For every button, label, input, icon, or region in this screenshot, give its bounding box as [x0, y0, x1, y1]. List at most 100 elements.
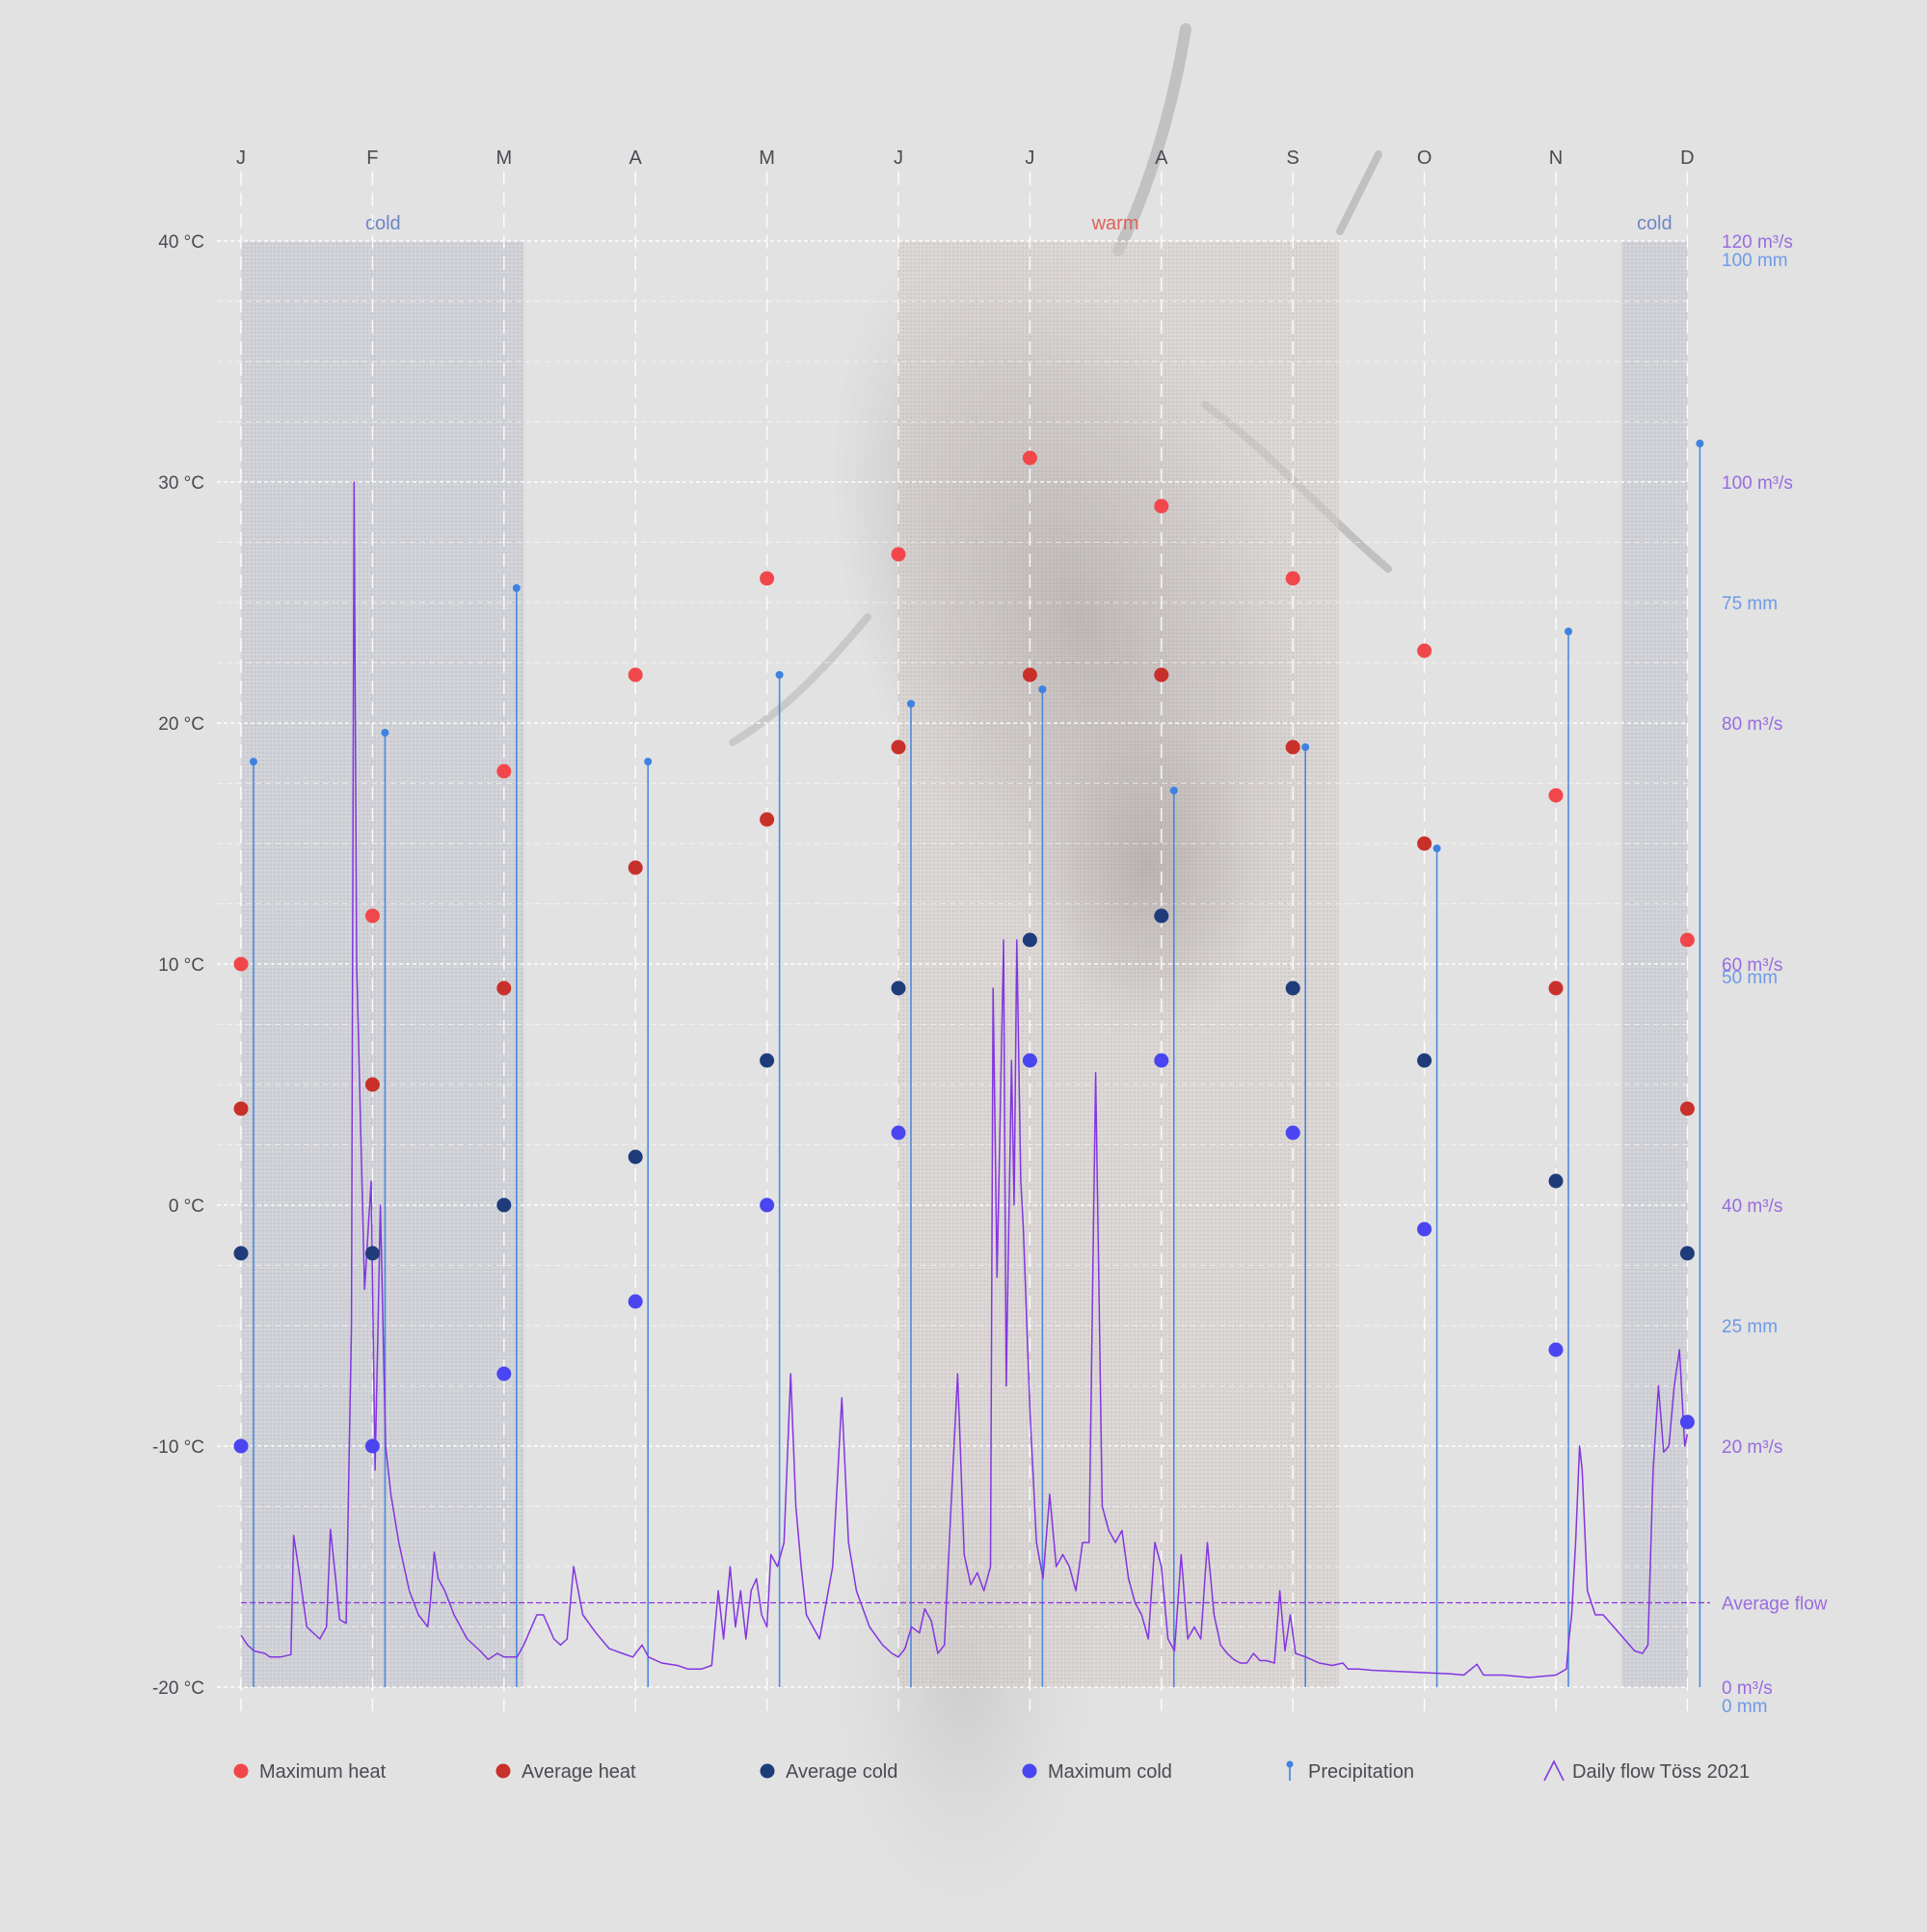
month-label: M	[759, 148, 775, 169]
maximum-heat-point	[1679, 932, 1695, 948]
maximum-heat-point	[364, 908, 380, 924]
temp-tick-label: -10 °C	[152, 1437, 204, 1458]
precip-tick-label: 0 mm	[1722, 1697, 1768, 1717]
maximum-cold-point	[1022, 1053, 1037, 1068]
average-cold-point	[364, 1246, 380, 1261]
temp-tick-label: -20 °C	[152, 1678, 204, 1699]
month-label: F	[366, 148, 378, 169]
season-bands: cold warm cold	[241, 213, 1688, 1687]
precip-point	[250, 758, 257, 765]
maximum-heat-point	[760, 571, 775, 586]
average-cold-point	[760, 1053, 775, 1068]
maximum-heat-point	[1548, 788, 1564, 803]
average-cold-point	[1022, 932, 1037, 948]
average-cold-point	[1154, 908, 1169, 924]
precip-point	[775, 671, 784, 679]
month-label: O	[1417, 148, 1432, 169]
average-heat-point	[1548, 980, 1564, 996]
season-label-0: cold	[365, 213, 401, 234]
legend-label: Maximum cold	[1048, 1761, 1172, 1783]
average-heat-point	[1154, 667, 1169, 683]
month-label: D	[1680, 148, 1694, 169]
temp-tick-label: 10 °C	[158, 955, 204, 976]
maximum-heat-point	[496, 764, 512, 779]
precipitation-series	[250, 440, 1704, 1687]
legend: Maximum heat Average heat Average cold Maxi…	[233, 1759, 1750, 1783]
legend-marker	[495, 1763, 511, 1779]
average-heat-point	[233, 1101, 249, 1116]
temperature-points	[233, 450, 1695, 1454]
average-cold-point	[496, 1197, 512, 1213]
precip-tick-label: 100 mm	[1722, 251, 1788, 271]
maximum-heat-point	[628, 667, 643, 683]
season-label-2: cold	[1637, 213, 1673, 234]
precip-point	[1696, 440, 1704, 447]
precip-point	[381, 729, 389, 737]
precip-point	[1169, 787, 1178, 794]
maximum-cold-point	[496, 1366, 512, 1382]
temp-tick-label: 20 °C	[158, 714, 204, 735]
average-heat-point	[891, 739, 906, 755]
average-heat-point	[496, 980, 512, 996]
maximum-cold-point	[364, 1438, 380, 1454]
temp-tick-label: 30 °C	[158, 473, 204, 494]
legend-marker	[1022, 1763, 1037, 1779]
precip-point	[1038, 685, 1047, 693]
maximum-cold-point	[1285, 1125, 1300, 1140]
flow-tick-label: 20 m³/s	[1722, 1437, 1782, 1458]
month-label: J	[1025, 148, 1034, 169]
flow-tick-label: 40 m³/s	[1722, 1196, 1782, 1217]
flow-precip-axis: 0 m³/s 20 m³/s 40 m³/s 60 m³/s 80 m³/s 100 m³…	[1722, 232, 1793, 1717]
maximum-heat-point	[233, 956, 249, 972]
flow-tick-label: 120 m³/s	[1722, 232, 1793, 253]
maximum-heat-point	[1285, 571, 1300, 586]
legend-label: Daily flow Töss 2021	[1572, 1761, 1750, 1783]
maximum-cold-point	[628, 1294, 643, 1309]
maximum-heat-point	[1417, 643, 1432, 658]
average-cold-point	[1285, 980, 1300, 996]
flow-tick-label: 100 m³/s	[1722, 473, 1793, 494]
precip-tick-label: 75 mm	[1722, 594, 1778, 614]
month-label: S	[1287, 148, 1299, 169]
average-cold-point	[1417, 1053, 1432, 1068]
average-heat-point	[1285, 739, 1300, 755]
legend-label: Maximum heat	[259, 1761, 387, 1783]
precip-point	[512, 584, 521, 592]
legend-marker	[1286, 1760, 1294, 1768]
temperature-axis: -20 °C -10 °C 0 °C 10 °C 20 °C 30 °C 40 °C	[152, 232, 204, 1699]
precip-point	[907, 700, 915, 708]
month-label: J	[894, 148, 903, 169]
legend-label: Average cold	[786, 1761, 897, 1783]
average-heat-point	[1417, 836, 1432, 851]
precip-tick-label: 50 mm	[1722, 968, 1778, 988]
maximum-heat-point	[1022, 450, 1037, 466]
precip-point	[1565, 628, 1572, 635]
month-label: N	[1549, 148, 1563, 169]
maximum-cold-point	[1548, 1342, 1564, 1357]
average-heat-point	[760, 812, 775, 827]
maximum-heat-point	[891, 547, 906, 562]
average-heat-point	[364, 1077, 380, 1092]
average-heat-point	[1679, 1101, 1695, 1116]
maximum-cold-point	[1154, 1053, 1169, 1068]
flow-tick-label: 0 m³/s	[1722, 1678, 1773, 1699]
maximum-cold-point	[1417, 1221, 1432, 1237]
precip-point	[1301, 743, 1310, 751]
month-label: M	[495, 148, 512, 169]
maximum-cold-point	[233, 1438, 249, 1454]
legend-label: Average heat	[522, 1761, 636, 1783]
temp-tick-label: 0 °C	[169, 1196, 204, 1217]
average-cold-point	[891, 980, 906, 996]
legend-marker	[1543, 1759, 1565, 1782]
precip-point	[1432, 845, 1441, 852]
season-label-1: warm	[1091, 213, 1139, 234]
precip-tick-label: 25 mm	[1722, 1317, 1778, 1337]
maximum-cold-point	[891, 1125, 906, 1140]
month-label: A	[1155, 148, 1168, 169]
average-heat-point	[1022, 667, 1037, 683]
legend-label: Precipitation	[1308, 1761, 1414, 1783]
average-flow-label: Average flow	[1722, 1595, 1828, 1615]
